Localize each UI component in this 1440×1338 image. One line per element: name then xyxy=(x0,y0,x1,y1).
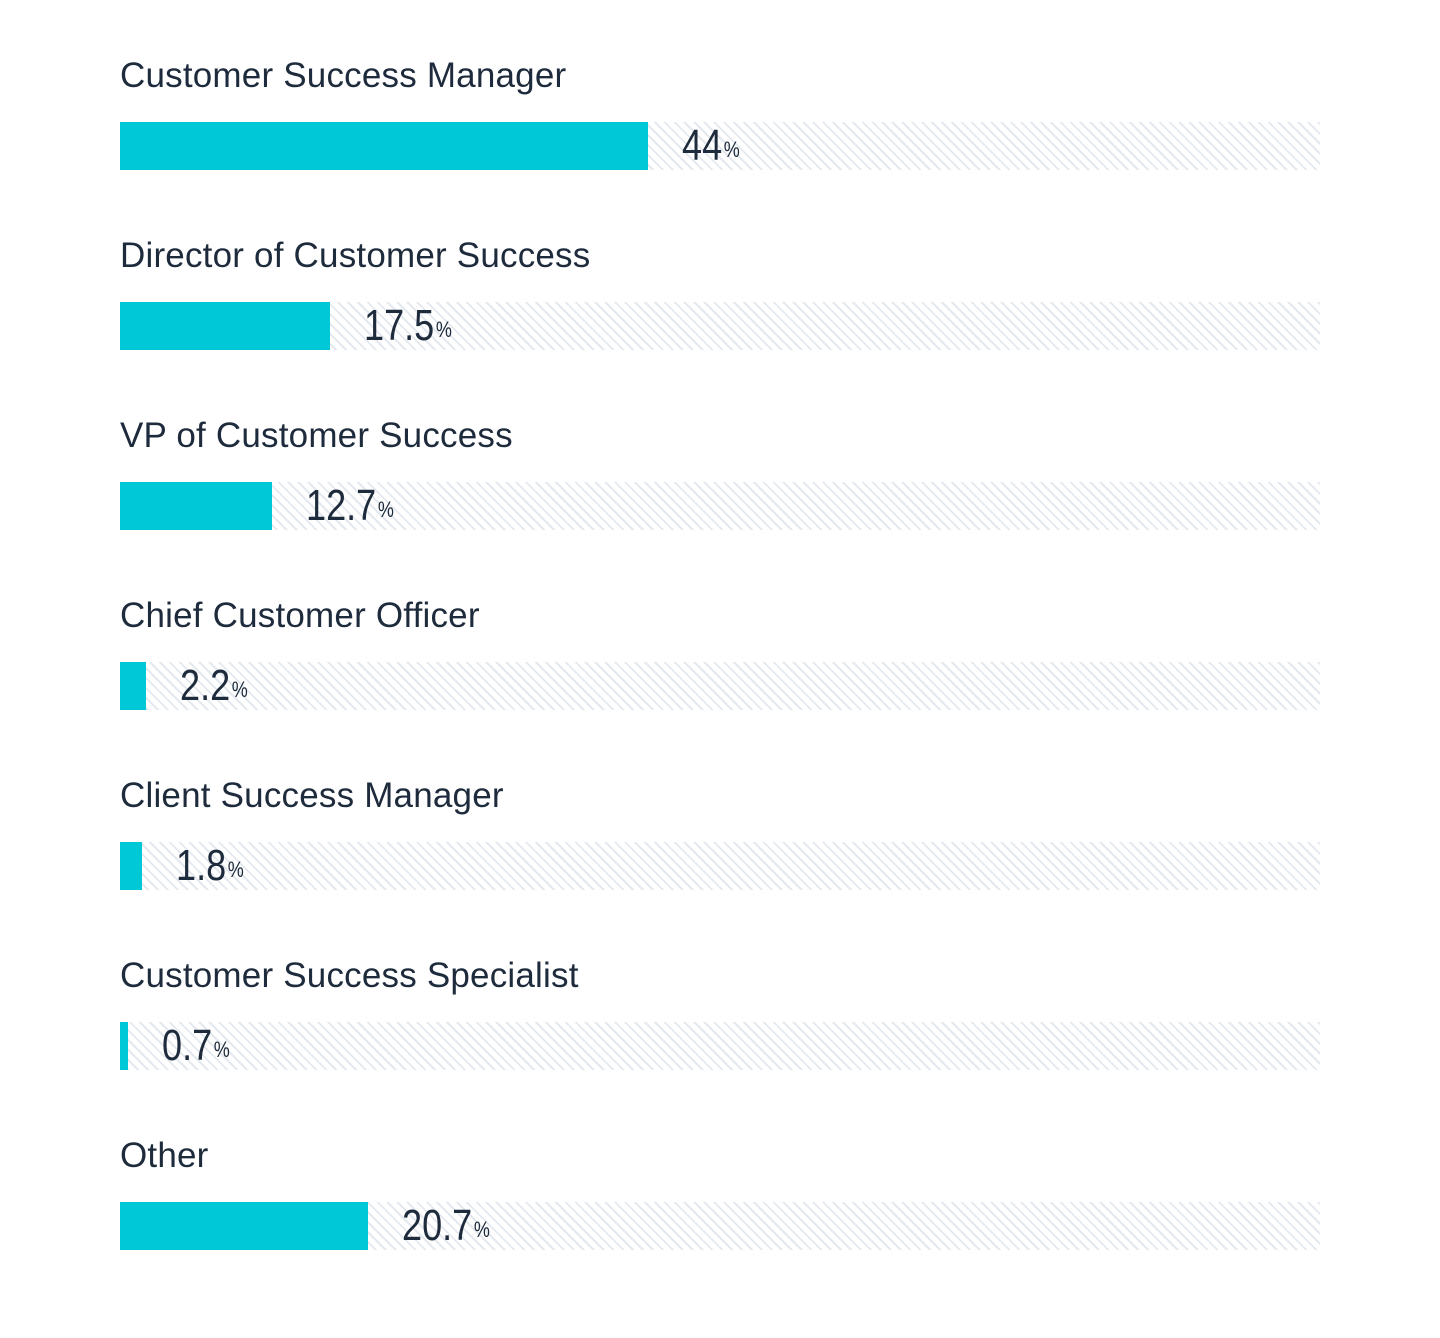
bar-track: 12.7% xyxy=(120,480,1320,532)
category-label: Customer Success Specialist xyxy=(120,956,579,995)
bar-track: 44% xyxy=(120,120,1320,172)
bar-row: Director of Customer Success 17.5% xyxy=(120,230,1320,410)
bar xyxy=(120,122,648,170)
bar xyxy=(120,1022,129,1070)
category-label: Other xyxy=(120,1136,209,1175)
bar xyxy=(120,482,273,530)
category-label: Client Success Manager xyxy=(120,776,504,815)
bar xyxy=(120,662,147,710)
horizontal-bar-chart: Customer Success Manager 44% Director of C… xyxy=(120,50,1320,1310)
category-label: Chief Customer Officer xyxy=(120,596,480,635)
value-label: 1.8% xyxy=(176,840,244,892)
bar-row: VP of Customer Success 12.7% xyxy=(120,410,1320,590)
bar-row: Client Success Manager 1.8% xyxy=(120,770,1320,950)
value-label: 12.7% xyxy=(306,480,394,532)
value-label: 0.7% xyxy=(162,1020,230,1072)
value-number: 44 xyxy=(682,121,723,170)
bar-track: 2.2% xyxy=(120,660,1320,712)
bar-track: 17.5% xyxy=(120,300,1320,352)
value-label: 17.5% xyxy=(364,300,452,352)
value-number: 17.5 xyxy=(364,301,435,350)
value-label: 44% xyxy=(682,120,740,172)
percent-unit: % xyxy=(232,677,249,702)
percent-unit: % xyxy=(474,1217,491,1242)
bar-row: Customer Success Specialist 0.7% xyxy=(120,950,1320,1130)
bar-row: Other 20.7% xyxy=(120,1130,1320,1310)
percent-unit: % xyxy=(378,497,395,522)
percent-unit: % xyxy=(723,137,740,162)
bar-track: 0.7% xyxy=(120,1020,1320,1072)
bar xyxy=(120,302,330,350)
percent-unit: % xyxy=(435,317,452,342)
bar-row: Customer Success Manager 44% xyxy=(120,50,1320,230)
percent-unit: % xyxy=(227,857,244,882)
value-number: 2.2 xyxy=(180,661,231,710)
bar-track: 1.8% xyxy=(120,840,1320,892)
category-label: Director of Customer Success xyxy=(120,236,591,275)
category-label: VP of Customer Success xyxy=(120,416,513,455)
bar-row: Chief Customer Officer 2.2% xyxy=(120,590,1320,770)
bar xyxy=(120,842,142,890)
bar-track: 20.7% xyxy=(120,1200,1320,1252)
value-number: 20.7 xyxy=(402,1201,473,1250)
value-label: 2.2% xyxy=(180,660,248,712)
value-number: 1.8 xyxy=(175,841,226,890)
percent-unit: % xyxy=(214,1037,231,1062)
category-label: Customer Success Manager xyxy=(120,56,567,95)
value-number: 12.7 xyxy=(306,481,377,530)
value-label: 20.7% xyxy=(402,1200,490,1252)
value-number: 0.7 xyxy=(162,1021,213,1070)
bar xyxy=(120,1202,369,1250)
